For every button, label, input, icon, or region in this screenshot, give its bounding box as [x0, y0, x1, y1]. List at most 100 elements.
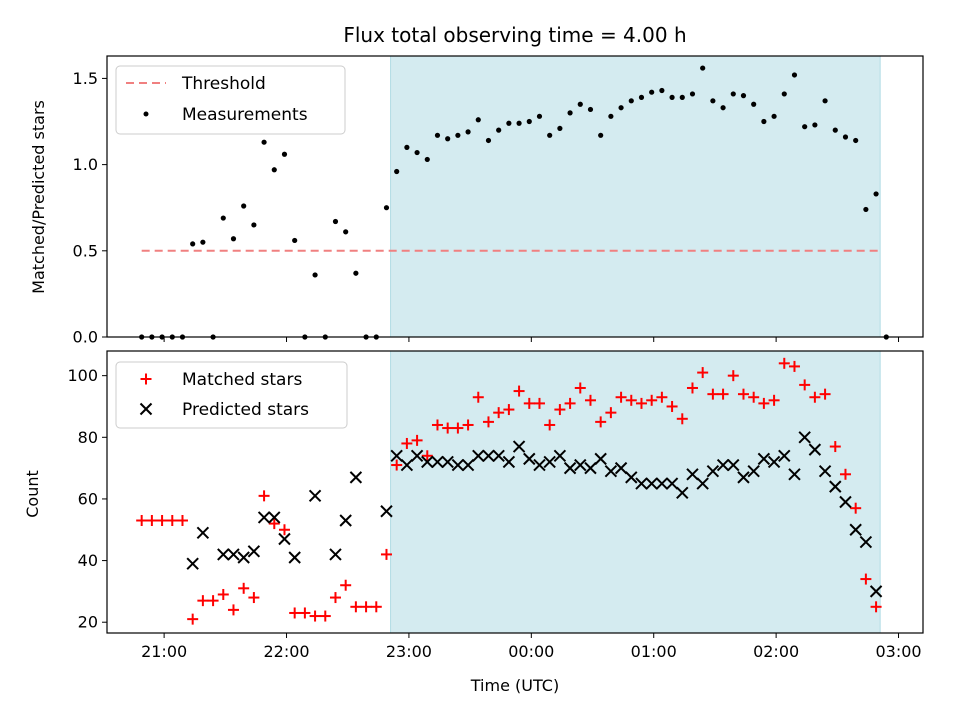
matched-star-point	[421, 450, 433, 462]
measurement-point	[455, 132, 461, 138]
measurement-point	[557, 125, 563, 132]
predicted-star-point	[778, 449, 791, 462]
matched-star-point	[717, 388, 729, 400]
matched-star-point	[289, 607, 301, 619]
matched-star-point	[615, 391, 627, 403]
legend-predicted-marker-b	[139, 402, 153, 416]
matched-star-point	[268, 518, 280, 530]
matched-star-point	[758, 397, 770, 409]
predicted-star-point-b	[574, 458, 587, 472]
measurement-point	[261, 139, 267, 145]
measurements-series	[139, 65, 889, 340]
predicted-star-point-b	[767, 455, 781, 469]
measurement-point	[689, 91, 696, 97]
predicted-star-point-b	[441, 455, 454, 469]
predicted-star-point	[217, 548, 230, 561]
predicted-star-point	[461, 458, 475, 472]
matched-star-point	[472, 391, 484, 403]
predicted-star-point-b	[686, 468, 699, 481]
matched-star-point	[533, 397, 545, 409]
predicted-star-point-b	[329, 548, 342, 561]
predicted-star-point	[523, 452, 536, 466]
count-y-tick-label: 40	[78, 551, 98, 570]
measurement-point	[445, 136, 451, 142]
predicted-star-point-b	[196, 526, 210, 540]
matched-star-point	[370, 601, 382, 613]
predicted-star-point-b	[431, 455, 444, 469]
x-axis-title: Time (UTC)	[470, 676, 559, 695]
predicted-star-point-b	[869, 585, 883, 598]
predicted-star-point-b	[778, 449, 791, 462]
measurement-point	[516, 120, 522, 126]
measurement-point	[332, 218, 339, 225]
measurement-point	[802, 124, 808, 130]
predicted-star-point	[563, 461, 577, 475]
measurement-point	[485, 137, 492, 144]
matched-star-point	[625, 394, 637, 406]
predicted-star-point-b	[482, 449, 495, 462]
predicted-stars-series	[186, 431, 883, 598]
matched-star-point	[860, 573, 872, 585]
measurement-point	[679, 94, 685, 100]
matched-star-point	[748, 391, 760, 403]
count-legend: Matched stars Predicted stars	[115, 361, 348, 429]
measurement-point	[598, 132, 604, 138]
matched-star-point	[442, 422, 454, 434]
matched-star-point	[391, 459, 403, 471]
predicted-star-point-b	[665, 477, 679, 490]
matched-star-point	[574, 382, 586, 394]
predicted-star-point-b	[727, 458, 740, 472]
predicted-star-point	[706, 464, 720, 478]
measurement-point	[312, 272, 318, 278]
predicted-star-point	[553, 449, 567, 462]
predicted-star-point	[512, 440, 526, 453]
matched-star-point	[554, 404, 566, 416]
matched-star-point	[217, 588, 229, 600]
predicted-star-point-b	[523, 452, 536, 466]
matched-star-point	[544, 419, 556, 431]
matched-star-point	[401, 437, 413, 449]
measurement-point	[414, 149, 420, 156]
predicted-star-point-b	[288, 551, 301, 564]
predicted-star-point	[655, 477, 669, 490]
measurement-point	[659, 87, 665, 94]
predicted-star-point-b	[788, 468, 801, 481]
matched-star-point	[666, 400, 678, 412]
ratio-panel: 0.0 0.5 1.0 1.5 Matched/Predicted stars Thr…	[29, 55, 924, 347]
matched-star-point	[329, 592, 341, 604]
predicted-star-point	[584, 461, 597, 475]
predicted-star-point	[859, 535, 873, 549]
predicted-star-point	[716, 458, 730, 472]
predicted-star-point-b	[278, 532, 291, 546]
predicted-star-point-b	[798, 431, 811, 444]
predicted-star-point-b	[492, 449, 505, 462]
predicted-star-point-b	[645, 477, 658, 490]
measurement-point	[751, 101, 757, 107]
matched-star-point	[319, 610, 331, 622]
measurement-point	[536, 113, 543, 119]
predicted-star-point-b	[849, 523, 862, 536]
matched-star-point	[493, 407, 505, 419]
count-y-tick-label: 60	[78, 489, 98, 508]
measurement-point	[343, 229, 349, 235]
measurement-point	[383, 205, 390, 211]
matched-star-point	[166, 515, 178, 527]
matched-star-point	[523, 397, 535, 409]
predicted-star-point	[502, 455, 516, 469]
ratio-y-tick-label: 0.5	[73, 241, 98, 260]
count-y-tick-label: 20	[78, 613, 98, 632]
matched-star-point	[788, 360, 800, 372]
measurement-point	[873, 191, 879, 197]
measurement-point	[547, 132, 553, 138]
predicted-star-point-b	[227, 548, 240, 561]
measurement-point	[832, 127, 838, 133]
predicted-star-point-b	[818, 464, 832, 478]
measurement-point	[220, 215, 226, 221]
measurement-point	[730, 91, 736, 97]
matched-star-point	[309, 610, 321, 622]
ratio-y-tick-label: 1.0	[73, 155, 98, 174]
measurement-point	[863, 206, 869, 213]
ratio-y-tick-label: 1.5	[73, 69, 98, 88]
matched-star-point	[431, 419, 443, 431]
matched-star-point	[513, 385, 525, 397]
